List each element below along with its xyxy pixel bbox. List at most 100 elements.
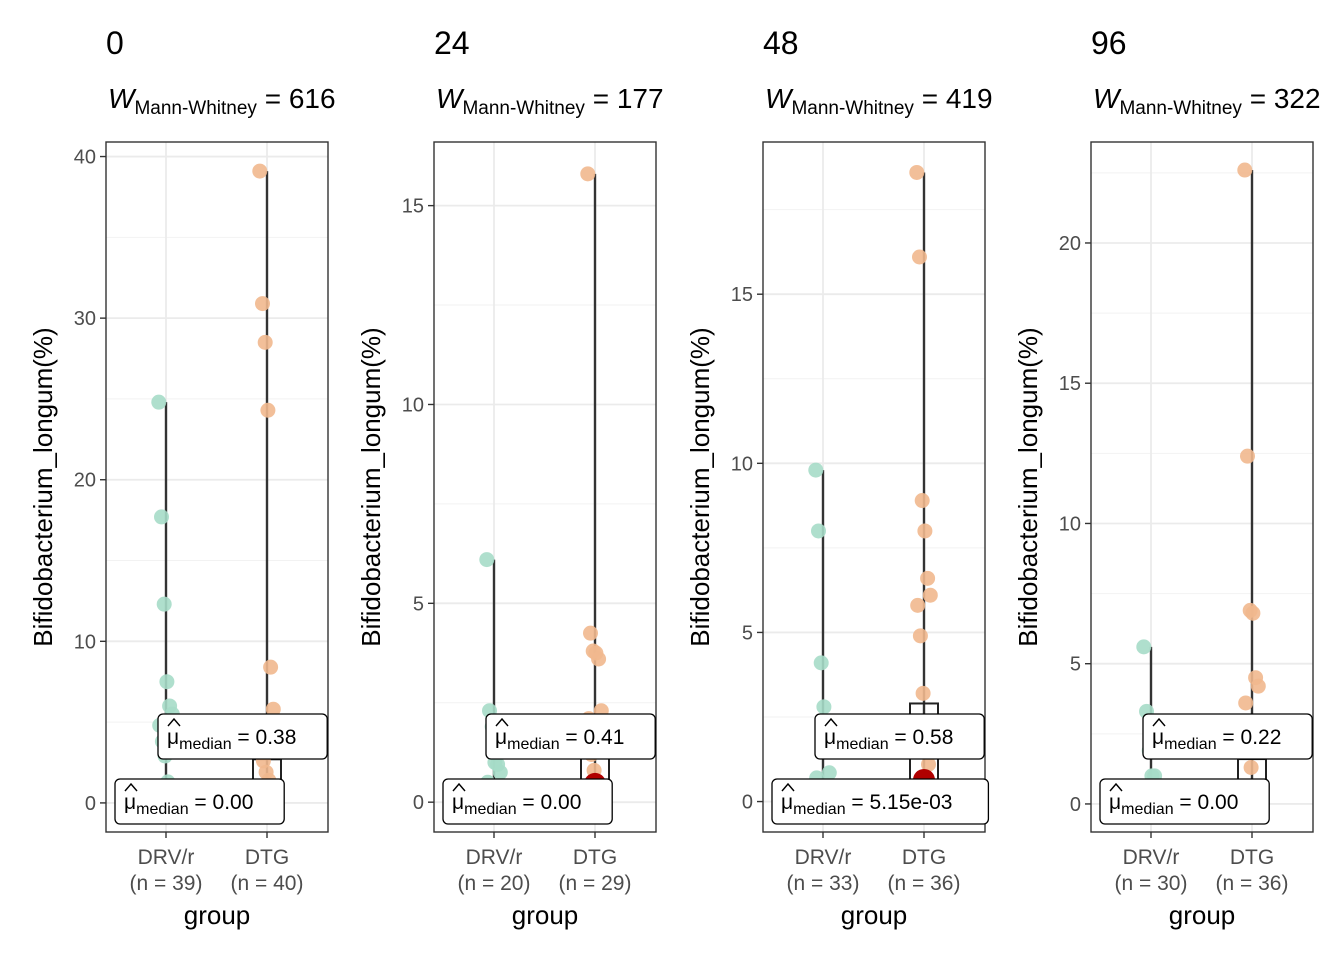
median-value: = 0.22 bbox=[1217, 726, 1282, 749]
panel-subtitle: WMann-Whitney = 177 bbox=[436, 83, 664, 119]
median-subscript: median bbox=[1164, 736, 1216, 753]
y-tick-label: 10 bbox=[1059, 513, 1081, 535]
subtitle-subscript: Mann-Whitney bbox=[462, 98, 585, 119]
median-value: = 0.38 bbox=[232, 726, 297, 749]
median-label-text: μmedian = 0.41 bbox=[495, 726, 624, 753]
hat-accent bbox=[1109, 782, 1123, 792]
median-symbol: μ bbox=[781, 791, 793, 814]
x-axis-title: group bbox=[184, 900, 251, 930]
y-tick-label: 0 bbox=[1070, 794, 1081, 816]
data-point bbox=[813, 655, 829, 671]
data-point bbox=[1238, 695, 1254, 711]
x-category-label: DTG bbox=[245, 846, 289, 869]
data-point bbox=[917, 523, 933, 539]
data-point bbox=[909, 164, 925, 180]
data-point bbox=[479, 552, 495, 568]
subtitle-symbol: W bbox=[108, 83, 137, 114]
data-point bbox=[922, 587, 938, 603]
panel-subtitle: WMann-Whitney = 419 bbox=[765, 83, 993, 119]
x-category-count: (n = 36) bbox=[1216, 872, 1289, 895]
y-tick-label: 5 bbox=[742, 622, 753, 644]
y-tick-label: 5 bbox=[413, 593, 424, 615]
data-point bbox=[583, 625, 598, 641]
y-tick-label: 15 bbox=[402, 196, 424, 218]
median-symbol: μ bbox=[452, 791, 464, 814]
data-point bbox=[154, 509, 169, 525]
median-symbol: μ bbox=[1152, 726, 1164, 749]
subtitle-symbol: W bbox=[765, 83, 794, 114]
median-value: = 0.00 bbox=[517, 791, 582, 814]
y-tick-label: 0 bbox=[85, 793, 96, 815]
y-axis-title: Bifidobacterium_longum(%) bbox=[28, 327, 58, 646]
data-point bbox=[263, 659, 279, 675]
hat-accent bbox=[824, 717, 838, 727]
data-point bbox=[811, 523, 826, 539]
median-symbol: μ bbox=[824, 726, 836, 749]
data-point bbox=[821, 765, 837, 781]
median-subscript: median bbox=[507, 736, 559, 753]
subtitle-symbol: W bbox=[436, 83, 465, 114]
median-subscript: median bbox=[136, 801, 188, 818]
median-label-box bbox=[114, 778, 285, 825]
hat-accent bbox=[124, 782, 138, 792]
x-axis-title: group bbox=[512, 900, 579, 930]
data-point bbox=[151, 394, 167, 410]
x-category-label: DTG bbox=[1230, 846, 1274, 869]
data-point bbox=[1243, 759, 1259, 775]
data-point bbox=[591, 651, 607, 667]
data-point bbox=[156, 596, 172, 612]
panel-subtitle: WMann-Whitney = 322 bbox=[1093, 83, 1321, 119]
median-value: = 0.00 bbox=[1174, 791, 1239, 814]
data-point bbox=[255, 296, 270, 312]
x-category-label: DRV/r bbox=[1123, 846, 1180, 869]
hat-accent bbox=[1152, 717, 1166, 727]
median-label-box bbox=[814, 713, 985, 760]
facet-panel-24: 24 WMann-Whitney = 177 0 5 10 15 μmedian = 0.4… bbox=[356, 25, 664, 930]
y-tick-label: 40 bbox=[74, 147, 96, 169]
y-tick-label: 10 bbox=[74, 631, 96, 653]
x-category-count: (n = 40) bbox=[231, 872, 304, 895]
hat-accent bbox=[167, 717, 181, 727]
data-point bbox=[912, 249, 927, 265]
subtitle-value: = 616 bbox=[257, 83, 336, 114]
x-category-count: (n = 30) bbox=[1115, 872, 1188, 895]
data-point bbox=[912, 628, 928, 644]
median-label-box bbox=[442, 778, 613, 825]
panel-border bbox=[433, 141, 657, 833]
data-point bbox=[260, 402, 276, 418]
subtitle-value: = 177 bbox=[585, 83, 664, 114]
median-value: = 5.15e-03 bbox=[846, 791, 953, 814]
median-subscript: median bbox=[836, 736, 888, 753]
panel-border bbox=[105, 141, 329, 833]
data-point bbox=[252, 163, 268, 179]
y-tick-label: 30 bbox=[74, 308, 96, 330]
x-category-count: (n = 33) bbox=[787, 872, 860, 895]
median-label-text: μmedian = 0.00 bbox=[124, 791, 253, 818]
subtitle-value: = 322 bbox=[1242, 83, 1321, 114]
median-symbol: μ bbox=[124, 791, 136, 814]
data-point bbox=[580, 166, 596, 182]
y-tick-label: 10 bbox=[402, 394, 424, 416]
data-point bbox=[265, 701, 281, 717]
y-tick-label: 0 bbox=[742, 792, 753, 814]
median-label-box bbox=[771, 778, 990, 825]
panel-title: 24 bbox=[434, 25, 470, 61]
median-symbol: μ bbox=[167, 726, 179, 749]
data-point bbox=[159, 674, 175, 690]
subtitle-subscript: Mann-Whitney bbox=[791, 98, 914, 119]
x-category-label: DTG bbox=[573, 846, 617, 869]
x-axis-title: group bbox=[841, 900, 908, 930]
median-label-text: μmedian = 0.58 bbox=[824, 726, 953, 753]
hat-accent bbox=[452, 782, 466, 792]
data-point bbox=[1240, 448, 1255, 464]
data-point bbox=[910, 597, 926, 613]
median-label-text: μmedian = 0.00 bbox=[1109, 791, 1238, 818]
y-axis-title: Bifidobacterium_longum(%) bbox=[356, 327, 386, 646]
y-axis-title: Bifidobacterium_longum(%) bbox=[1013, 327, 1043, 646]
y-tick-label: 20 bbox=[1059, 233, 1081, 255]
data-point bbox=[921, 756, 936, 772]
y-tick-label: 0 bbox=[413, 792, 424, 814]
data-point bbox=[914, 493, 930, 509]
